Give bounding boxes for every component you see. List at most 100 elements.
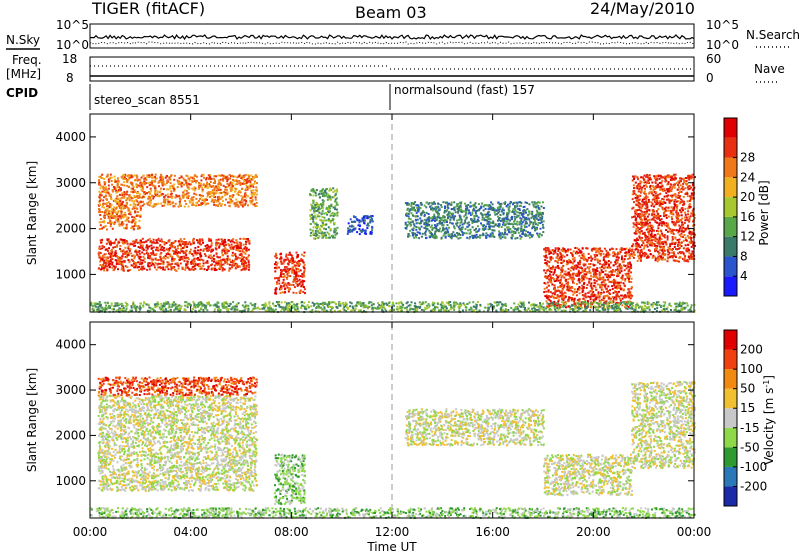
data-cell [460, 211, 463, 213]
data-cell [244, 204, 246, 207]
data-cell [459, 236, 462, 239]
data-cell [513, 212, 516, 215]
data-cell [170, 246, 173, 249]
data-cell [136, 211, 139, 213]
data-cell [498, 230, 501, 233]
data-cell [323, 195, 326, 198]
data-cell [314, 192, 317, 194]
data-cell [465, 232, 468, 235]
data-cell [227, 201, 229, 204]
data-cell [191, 259, 194, 262]
data-cell [599, 266, 602, 269]
data-cell [153, 195, 155, 198]
data-cell [459, 228, 462, 231]
data-cell [205, 202, 208, 205]
data-cell [586, 283, 589, 286]
data-cell [120, 238, 123, 241]
data-cell [113, 175, 116, 178]
data-cell [332, 218, 335, 221]
data-cell [430, 207, 433, 210]
data-cell [152, 179, 155, 182]
data-cell [169, 200, 172, 203]
data-cell [557, 259, 560, 262]
data-cell [544, 255, 547, 258]
data-cell [483, 224, 485, 227]
data-cell [124, 205, 127, 208]
data-cell [98, 221, 101, 224]
data-cell [427, 213, 430, 215]
data-cell [425, 206, 428, 209]
data-cell [454, 211, 457, 214]
data-cell [229, 181, 232, 184]
data-cell [207, 202, 210, 205]
data-cell [101, 177, 104, 180]
data-cell [494, 224, 497, 227]
freq-ytick-bottom: 8 [66, 71, 74, 85]
data-cell [151, 173, 154, 176]
data-cell [298, 290, 301, 293]
data-cell [134, 210, 137, 213]
data-cell [150, 264, 153, 267]
data-cell [135, 215, 138, 217]
data-cell [103, 181, 106, 184]
data-cell [224, 261, 227, 264]
data-cell [625, 251, 628, 254]
data-cell [169, 195, 171, 198]
data-cell [156, 193, 159, 196]
data-cell [125, 252, 128, 255]
data-cell [623, 284, 626, 287]
data-cell [460, 218, 463, 221]
data-cell [154, 176, 157, 178]
data-cell [581, 269, 584, 272]
data-cell [231, 181, 234, 184]
data-cell [603, 247, 606, 250]
data-cell [109, 225, 112, 228]
data-cell [98, 227, 101, 230]
data-cell [147, 203, 150, 206]
data-cell [170, 197, 173, 200]
data-cell [148, 268, 151, 271]
data-cell [109, 212, 112, 215]
data-cell [164, 200, 167, 203]
data-cell [542, 220, 545, 223]
data-cell [215, 200, 218, 203]
data-cell [146, 247, 149, 250]
data-cell [467, 212, 470, 215]
data-cell [323, 216, 326, 219]
data-cell [244, 261, 247, 264]
data-cell [468, 237, 471, 240]
data-cell [178, 243, 181, 246]
data-cell [581, 284, 584, 287]
data-cell [498, 236, 501, 239]
data-cell [211, 192, 214, 194]
data-cell [164, 194, 167, 197]
data-cell [528, 233, 531, 236]
data-cell [172, 186, 175, 189]
data-cell [98, 190, 101, 193]
data-cell [332, 206, 335, 209]
data-cell [231, 261, 234, 264]
data-cell [284, 258, 287, 261]
data-cell [244, 173, 247, 176]
data-cell [199, 252, 202, 254]
data-cell [207, 191, 210, 194]
data-cell [99, 248, 102, 250]
data-cell [324, 189, 327, 192]
data-cell [124, 252, 127, 255]
data-cell [176, 179, 179, 182]
data-cell [571, 253, 574, 256]
data-cell [286, 257, 289, 260]
data-cell [150, 257, 153, 260]
data-cell [203, 268, 206, 271]
data-cell [190, 183, 193, 186]
data-cell [115, 238, 117, 241]
data-cell [293, 286, 296, 289]
data-cell [249, 200, 252, 203]
data-cell [294, 279, 297, 282]
data-cell [108, 266, 111, 269]
data-cell [133, 190, 136, 193]
data-cell [492, 222, 494, 224]
data-cell [99, 264, 102, 266]
data-cell [110, 203, 113, 206]
data-cell [628, 247, 631, 250]
